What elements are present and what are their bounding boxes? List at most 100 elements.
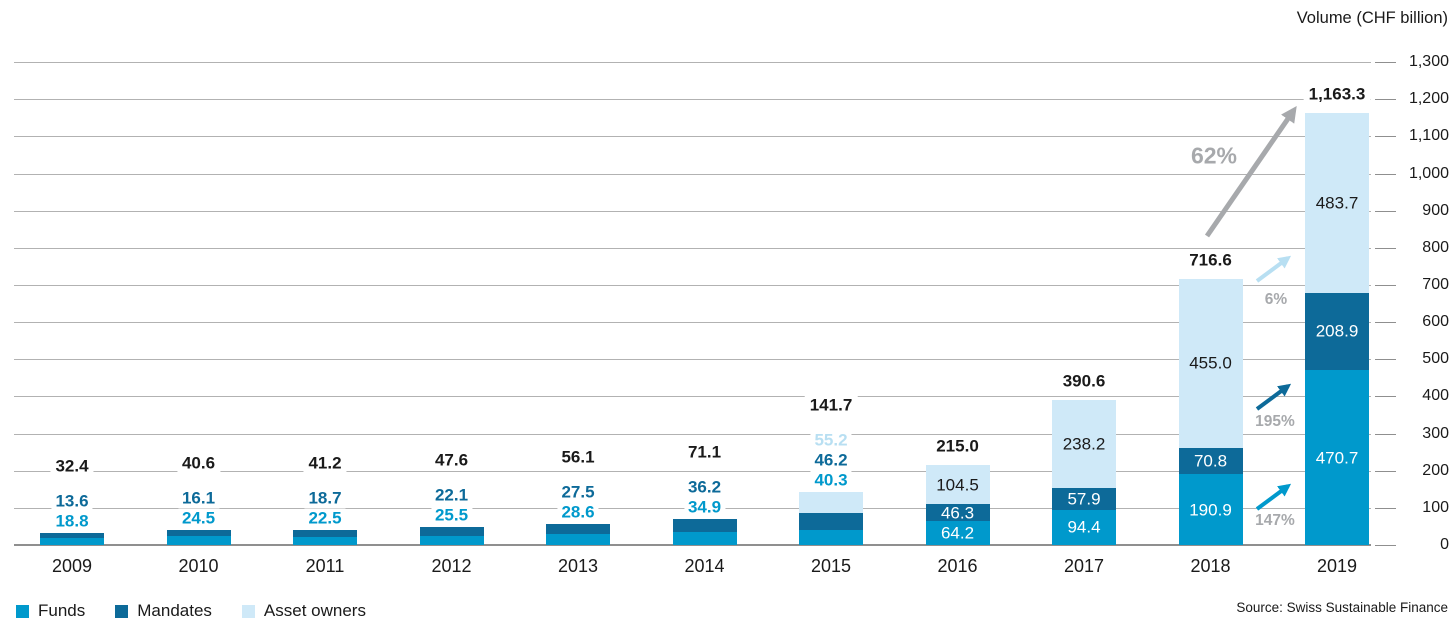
segment-label: 18.8 (51, 511, 93, 531)
bar-segment-funds (1178, 474, 1243, 545)
gridline (14, 396, 1371, 398)
bar-segment-asset-owners (799, 492, 863, 513)
ytick-mark (1375, 247, 1396, 249)
segment-label: 46.3 (940, 503, 975, 523)
ytick-mark (1375, 507, 1396, 509)
ytick-mark (1375, 396, 1396, 398)
year-label: 2017 (1063, 556, 1105, 576)
segment-label: 28.6 (557, 502, 599, 522)
ytick-label: 1,300 (1408, 53, 1449, 71)
growth-arrow (1255, 483, 1292, 511)
gridline (14, 247, 1371, 249)
gridline (14, 136, 1371, 138)
bar-segment-funds (546, 534, 610, 545)
bar-segment-asset-owners (1178, 278, 1243, 448)
segment-label: 208.9 (1315, 321, 1359, 341)
segment-label: 483.7 (1315, 193, 1359, 213)
legend-item: Mandates (115, 601, 212, 621)
ytick-mark (1375, 545, 1396, 546)
segment-label: 22.5 (304, 508, 346, 528)
legend-item: Funds (16, 601, 85, 621)
ytick-label: 100 (1422, 498, 1449, 516)
legend-swatch (115, 604, 129, 618)
bar-total-label: 47.6 (429, 450, 474, 470)
ytick-label: 500 (1422, 350, 1449, 368)
bar-total-label: 41.2 (303, 453, 347, 473)
growth-percent-label: 195% (1255, 413, 1295, 430)
segment-label: 238.2 (1062, 434, 1106, 454)
year-label: 2009 (51, 556, 93, 576)
segment-label: 34.9 (683, 497, 726, 517)
segment-label: 25.5 (430, 505, 473, 525)
ytick-label: 400 (1422, 387, 1449, 405)
ytick-label: 1,200 (1408, 90, 1449, 108)
gridline (14, 284, 1371, 286)
segment-label: 64.2 (940, 523, 975, 543)
bar-total-label: 40.6 (176, 453, 221, 473)
bar-segment-mandates (166, 529, 231, 536)
bar-total-label: 716.6 (1184, 250, 1237, 270)
segment-label: 36.2 (683, 477, 726, 497)
bar-segment-funds (925, 521, 990, 545)
growth-arrow (1255, 383, 1292, 411)
segment-label: 13.6 (51, 491, 93, 511)
bar-segment-funds (293, 536, 357, 545)
ytick-mark (1375, 470, 1396, 472)
segment-label: 46.2 (810, 450, 852, 470)
ytick-label: 800 (1422, 238, 1449, 256)
bar-segment-mandates (293, 529, 357, 537)
bar-segment-mandates (799, 512, 863, 531)
bar-segment-asset-owners (925, 465, 990, 504)
bar-segment-funds (672, 532, 737, 545)
growth-percent-label: 62% (1190, 142, 1238, 169)
legend-label: Mandates (137, 601, 212, 620)
ytick-mark (1375, 433, 1396, 435)
bar-segment-mandates (1052, 488, 1116, 510)
segment-label: 94.4 (1067, 517, 1101, 537)
ytick-label: 600 (1422, 313, 1449, 331)
ytick-mark (1375, 210, 1396, 212)
ytick-label: 700 (1422, 275, 1449, 293)
year-label: 2018 (1190, 556, 1231, 576)
bar-total-label: 71.1 (682, 442, 727, 462)
bar-total-label: 215.0 (931, 436, 984, 456)
legend-swatch (16, 604, 29, 618)
gridline (14, 99, 1371, 101)
bar-segment-funds (419, 535, 484, 545)
bar-segment-mandates (925, 503, 990, 522)
chart-legend: Funds Mandates Asset owners (16, 601, 366, 621)
bar-segment-mandates (1178, 447, 1243, 475)
bar-segment-asset-owners (1305, 112, 1369, 293)
growth-percent-label: 147% (1255, 512, 1295, 529)
bar-total-label: 1,163.3 (1303, 84, 1371, 104)
gridline (14, 359, 1371, 361)
year-label: 2010 (178, 556, 219, 576)
ytick-label: 1,000 (1408, 164, 1449, 182)
bar-segment-mandates (672, 518, 737, 533)
bar-segment-asset-owners (1052, 399, 1116, 489)
bar-segment-funds (166, 535, 231, 545)
legend-label: Funds (38, 601, 86, 620)
gridline (14, 544, 1371, 546)
segment-label: 57.9 (1067, 489, 1101, 509)
gridline (14, 62, 1371, 64)
bar-segment-mandates (546, 524, 610, 535)
gridline (14, 433, 1371, 435)
gridline (14, 210, 1371, 212)
bar-segment-funds (1305, 370, 1369, 545)
ytick-label: 200 (1422, 461, 1449, 479)
ytick-label: 0 (1440, 536, 1449, 553)
year-label: 2013 (557, 556, 599, 576)
ytick-label: 300 (1422, 424, 1449, 442)
segment-label: 18.7 (304, 488, 346, 508)
legend-item: Asset owners (241, 601, 366, 621)
ytick-label: 900 (1422, 201, 1449, 219)
segment-label: 455.0 (1189, 353, 1232, 373)
segment-label: 104.5 (936, 475, 979, 495)
year-label: 2016 (937, 556, 978, 576)
gridline (14, 322, 1371, 324)
bar-segment-funds (1052, 509, 1116, 545)
y-axis-title: Volume (CHF billion) (1296, 9, 1448, 27)
ytick-mark (1375, 322, 1396, 324)
legend-swatch (241, 604, 255, 618)
